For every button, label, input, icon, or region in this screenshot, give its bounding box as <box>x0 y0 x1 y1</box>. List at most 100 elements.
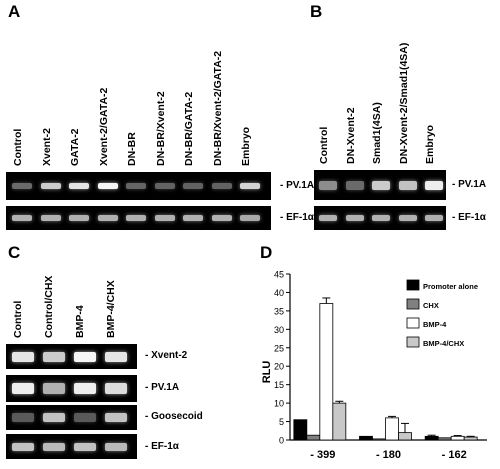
y-tick-label: 5 <box>279 417 284 427</box>
panel-c-goosecoid-gel <box>6 405 137 430</box>
lane-label-text: Control <box>318 126 330 164</box>
lane-label-text: Control <box>12 300 24 338</box>
lane-label-text: DN-Xvent-2/Smad1(4SA) <box>397 42 410 164</box>
gel-band <box>12 183 32 189</box>
panel-d-bar-chart: RLU 0 5 10 15 20 25 30 35 40 45 - 399 - 180 - 162 P… <box>261 270 487 461</box>
gel-band <box>74 443 96 451</box>
panel-b-pv1a-label: - PV.1A <box>452 179 487 190</box>
panel-a-letter: A <box>8 2 21 21</box>
gel-band <box>425 181 443 190</box>
gel-band <box>240 183 260 189</box>
gel-band <box>40 183 61 189</box>
gel-band <box>105 383 127 394</box>
lane-label-text: Control/CHX <box>43 275 55 338</box>
gel-band <box>126 183 146 189</box>
gel-band <box>211 215 232 221</box>
bar <box>332 402 347 441</box>
bar <box>293 419 308 441</box>
lane-label-text: DN-BR/Xvent-2/GATA-2 <box>211 50 224 166</box>
chart-legend: Promoter alone CHX BMP-4 BMP-4/CHX <box>406 279 478 348</box>
panel-b-ef1a-label: - EF-1α <box>452 212 486 223</box>
y-tick-label: 35 <box>274 306 284 316</box>
panel-c-xvent2-label: - Xvent-2 <box>145 350 188 361</box>
legend-swatch <box>406 279 420 291</box>
lane-label-text: GATA-2 <box>69 128 81 166</box>
gel-band <box>43 352 65 362</box>
y-axis: 0 5 10 15 20 25 30 35 40 45 <box>274 270 487 446</box>
lane-label-text: Xvent-2 <box>40 128 53 166</box>
gel-band <box>345 181 364 190</box>
gel-band <box>105 443 127 451</box>
gel-band <box>97 183 118 189</box>
legend-label: BMP-4 <box>423 320 447 329</box>
lane-label-text: BMP-4 <box>74 305 86 338</box>
panel-a-ef1a-gel <box>6 206 271 230</box>
panel-c-xvent2-gel <box>6 344 137 369</box>
y-tick-label: 15 <box>274 380 284 390</box>
gel-band <box>12 352 34 362</box>
lane-label-text: DN-BR/GATA-2 <box>183 91 195 166</box>
panel-b-letter: B <box>310 2 323 21</box>
gel-band <box>425 215 443 221</box>
lane-label-text: BMP-4/CHX <box>105 280 117 338</box>
lane-label-text: Xvent-2/GATA-2 <box>97 87 110 166</box>
gel-band <box>398 215 417 221</box>
lane-label-text: DN-BR <box>126 132 138 166</box>
y-tick-label: 10 <box>274 399 284 409</box>
legend-label: CHX <box>423 301 439 310</box>
lane-label-text: DN-BR/Xvent-2 <box>154 91 167 166</box>
gel-band <box>43 383 65 394</box>
legend-swatch <box>406 298 420 310</box>
gel-band <box>12 383 34 394</box>
bar <box>398 432 412 441</box>
y-tick-label: 20 <box>274 362 284 372</box>
legend-swatch <box>406 317 420 329</box>
gel-band <box>319 181 337 190</box>
lane-label-text: Embryo <box>424 124 436 164</box>
bar <box>372 438 386 441</box>
gel-band <box>319 215 337 221</box>
panel-b-pv1a-gel <box>314 170 446 200</box>
gel-band <box>211 183 232 189</box>
x-tick-label: - 399 <box>310 449 335 461</box>
bar <box>359 435 373 441</box>
bar-group <box>293 297 347 441</box>
lane-label-text: Control <box>12 128 24 166</box>
gel-band <box>12 443 34 451</box>
x-tick-label: - 162 <box>442 449 467 461</box>
panel-a-ef1a-label: - EF-1α <box>280 212 314 223</box>
bar <box>463 436 478 441</box>
gel-band <box>74 383 96 394</box>
lane-label-text: Embryo <box>240 126 252 166</box>
gel-band <box>97 215 118 221</box>
panel-c-ef1a-gel <box>6 434 137 459</box>
bar <box>319 303 334 441</box>
gel-band <box>398 181 417 190</box>
bar-group <box>359 415 412 441</box>
bar <box>306 434 321 441</box>
lane-label-text: Smad1(4SA) <box>371 102 383 164</box>
panel-c-pv1a-gel <box>6 375 137 402</box>
legend-label: BMP-4/CHX <box>423 339 464 348</box>
panel-c-ef1a-label: - EF-1α <box>145 441 179 452</box>
gel-band <box>69 215 89 221</box>
gel-band <box>69 183 89 189</box>
gel-band <box>43 443 65 451</box>
x-tick-label: - 180 <box>376 449 401 461</box>
gel-band <box>345 215 364 221</box>
gel-band <box>372 215 390 221</box>
bar <box>424 435 439 441</box>
y-tick-label: 40 <box>274 288 284 298</box>
bar <box>385 417 399 441</box>
panel-c-letter: C <box>8 243 21 262</box>
x-axis-labels: - 399 - 180 - 162 <box>310 449 466 461</box>
gel-band <box>12 215 32 221</box>
panel-b-ef1a-gel <box>314 206 446 230</box>
bar <box>450 435 465 441</box>
gel-band <box>126 215 146 221</box>
panel-c-goosecoid-label: - Goosecoid <box>145 411 203 422</box>
bar <box>437 437 452 441</box>
gel-band <box>154 183 175 189</box>
y-tick-label: 0 <box>279 436 284 446</box>
y-tick-label: 25 <box>274 343 284 353</box>
